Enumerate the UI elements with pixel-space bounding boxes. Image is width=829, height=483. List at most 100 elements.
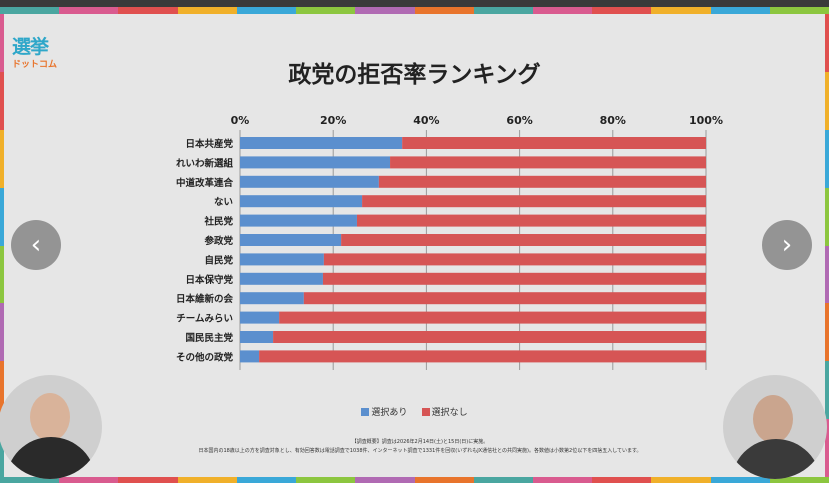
logo-text: 選挙 <box>12 36 49 58</box>
bar-unselected <box>402 137 706 149</box>
stripe-segment <box>473 477 533 483</box>
bar-unselected <box>279 311 706 324</box>
stripe-segment <box>769 477 829 483</box>
color-stripe-bottom <box>0 477 829 483</box>
stripe-segment <box>0 245 4 304</box>
stripe-segment <box>825 245 829 304</box>
bar-selected <box>240 292 304 305</box>
stripe-segment <box>532 7 593 14</box>
bar-unselected <box>378 175 706 188</box>
stripe-segment <box>177 7 237 14</box>
bar-unselected <box>259 350 706 363</box>
stripe-segment <box>236 7 297 14</box>
note-line: 日本国内の18歳以上の方を調査対象とし、有効回答数は電話調査で1038件、インタ… <box>198 448 642 454</box>
category-label: 国民民主党 <box>185 332 233 344</box>
stripe-segment <box>296 477 356 483</box>
category-label: チームみらい <box>176 314 233 325</box>
chevron-left-icon: ‹ <box>30 230 42 260</box>
stripe-segment <box>710 7 770 14</box>
stripe-segment <box>825 419 829 477</box>
bar-unselected <box>322 272 706 285</box>
logo-subtext: ドットコム <box>12 60 58 70</box>
bar-selected <box>240 350 260 363</box>
x-tick-label: 80% <box>600 114 626 127</box>
stripe-segment <box>59 7 119 14</box>
webcam-presenter-right <box>723 375 827 479</box>
x-tick-label: 100% <box>689 114 723 127</box>
note-line: 【調査概要】調査は2026年2月14日(土)と15日(日)に実施。 <box>351 439 489 445</box>
bar-selected <box>240 331 274 343</box>
stripe-segment <box>532 477 593 483</box>
stripe-segment <box>0 7 60 14</box>
category-label: 日本共産党 <box>185 138 233 150</box>
survey-notes: 【調査概要】調査は2026年2月14日(土)と15日(日)に実施。 日本国内の1… <box>140 438 700 456</box>
category-label: 日本維新の会 <box>176 293 234 305</box>
bar-selected <box>240 253 324 266</box>
stripe-segment <box>592 7 652 14</box>
category-label: 日本保守党 <box>185 274 233 286</box>
bar-selected <box>240 137 403 149</box>
stripe-segment <box>769 7 829 14</box>
x-tick-label: 20% <box>320 114 346 127</box>
stripe-segment <box>236 477 297 483</box>
presenter-head <box>30 393 70 441</box>
presenter-body <box>731 439 821 479</box>
color-stripe-top <box>0 7 829 14</box>
legend: 選択あり 選択なし <box>0 405 829 418</box>
stripe-segment <box>414 7 474 14</box>
next-slide-button[interactable]: › <box>762 220 812 270</box>
bar-selected <box>240 234 342 246</box>
stripe-segment <box>825 129 829 188</box>
stripe-segment <box>710 477 770 483</box>
category-label: 中道改革連合 <box>176 177 234 189</box>
chevron-right-icon: › <box>781 230 793 260</box>
stripe-segment <box>825 361 829 420</box>
x-tick-label: 60% <box>506 114 532 127</box>
stripe-segment <box>0 187 4 246</box>
category-label: れいわ新選組 <box>176 157 234 169</box>
stripe-segment <box>0 71 4 130</box>
stripe-segment <box>0 303 4 362</box>
stripe-segment <box>355 7 415 14</box>
stripe-segment <box>0 14 4 72</box>
x-tick-label: 40% <box>413 114 439 127</box>
stripe-segment <box>825 14 829 72</box>
previous-slide-button[interactable]: ‹ <box>11 220 61 270</box>
category-label: 自民党 <box>204 254 233 266</box>
bar-selected <box>240 195 363 208</box>
stripe-segment <box>118 7 178 14</box>
bar-unselected <box>273 331 706 343</box>
bar-unselected <box>356 214 706 227</box>
legend-label-selected: 選択あり <box>371 408 408 418</box>
legend-swatch-unselected <box>421 408 430 416</box>
x-tick-label: 0% <box>231 114 250 127</box>
bar-unselected <box>303 292 706 305</box>
stripe-segment <box>825 303 829 362</box>
stripe-segment <box>0 361 4 420</box>
color-stripe-right <box>825 14 829 477</box>
presenter-body <box>6 437 96 479</box>
bar-unselected <box>323 253 706 266</box>
webcam-presenter-left <box>0 375 102 479</box>
presenter-head <box>753 395 793 443</box>
bar-selected <box>240 214 357 227</box>
bar-selected <box>240 272 323 285</box>
stripe-segment <box>651 477 711 483</box>
bar-unselected <box>362 195 706 208</box>
bar-selected <box>240 156 391 169</box>
stripe-segment <box>0 477 60 483</box>
legend-label-unselected: 選択なし <box>431 408 468 418</box>
bar-unselected <box>390 156 706 169</box>
stripe-segment <box>592 477 652 483</box>
stripe-segment <box>414 477 474 483</box>
stripe-segment <box>296 7 356 14</box>
stripe-segment <box>59 477 119 483</box>
bar-selected <box>240 311 280 324</box>
category-label: その他の政党 <box>176 351 234 363</box>
category-label: 社民党 <box>203 216 233 228</box>
stripe-segment <box>0 129 4 188</box>
chart-title: 政党の拒否率ランキング <box>288 62 541 88</box>
legend-swatch-selected <box>361 408 370 416</box>
stripe-segment <box>651 7 711 14</box>
